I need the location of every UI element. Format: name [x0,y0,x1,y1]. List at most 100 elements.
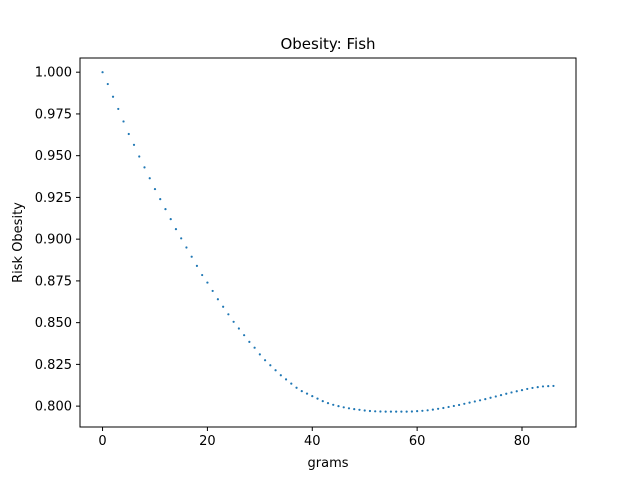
data-point [290,382,293,385]
x-axis-label: grams [308,456,349,471]
data-point [421,409,424,412]
data-point [284,378,288,381]
y-tick-label: 0.875 [35,274,72,289]
y-tick-label: 0.975 [35,107,72,122]
data-point [132,143,136,146]
data-point [111,95,115,98]
data-point [337,405,340,408]
y-tick-label: 0.900 [35,233,72,248]
data-point [473,400,476,403]
data-point [311,395,314,398]
x-tick-label: 80 [514,434,531,449]
data-point [211,289,214,293]
data-point [400,410,403,413]
data-point [457,403,461,407]
data-point [232,320,235,323]
data-point [190,255,193,258]
data-point [321,400,324,403]
y-tick-label: 1.000 [35,66,72,81]
data-point [416,410,419,413]
data-point [106,82,109,86]
data-point [122,120,125,123]
data-point [316,397,319,400]
data-point [342,406,345,409]
data-point [201,273,204,277]
data-point [326,402,330,405]
data-point [463,402,466,405]
data-point [363,409,366,412]
data-point [431,408,434,411]
data-point [410,410,413,413]
data-point [185,246,188,249]
data-point [174,228,178,231]
data-point [499,394,503,397]
data-point [353,408,356,411]
data-point [148,177,151,180]
data-point [468,401,471,404]
data-point [520,389,524,392]
data-point [368,409,372,413]
data-point [384,410,387,413]
data-point [248,340,251,343]
data-point [515,390,518,393]
data-point [263,359,267,362]
data-point [222,305,225,308]
data-point [143,166,146,169]
data-point [389,410,393,413]
y-tick-label: 0.825 [35,358,72,373]
data-point [447,405,450,409]
data-point [452,404,455,408]
data-points [101,71,555,413]
data-point [347,407,351,410]
data-point [484,398,487,401]
data-point [541,385,545,388]
chart-title: Obesity: Fish [280,35,375,53]
data-point [279,374,282,377]
data-point [180,237,183,240]
data-point [379,410,382,413]
data-point [526,387,529,391]
data-point [489,396,492,399]
data-point [332,403,335,406]
data-point [442,406,445,410]
data-point [295,386,298,389]
data-point [227,313,230,316]
data-point [510,391,513,394]
x-tick-label: 0 [98,434,106,449]
data-point [536,385,539,389]
data-point [405,410,408,413]
data-point [237,327,240,330]
data-point [127,132,130,136]
data-point [101,71,104,74]
data-point [117,107,120,111]
data-point [300,390,303,393]
x-axis-ticks: 0 20 40 60 80 [98,427,530,449]
data-point [374,410,377,413]
data-point [159,197,162,201]
y-axis-ticks: 0.800 0.825 0.850 0.875 0.900 0.925 0.950 0.975… [35,66,80,415]
data-point [269,364,272,367]
y-tick-label: 0.800 [35,400,72,415]
plot-frame [79,57,577,428]
data-point [206,281,209,284]
x-tick-label: 60 [409,434,426,449]
x-tick-label: 40 [304,434,321,449]
data-point [531,386,534,390]
data-point [305,392,309,395]
data-point [195,264,199,267]
data-point [494,395,497,398]
data-point [395,410,398,413]
data-point [253,346,256,349]
data-point [547,384,550,388]
data-point [164,208,167,211]
data-point [358,408,361,411]
y-tick-label: 0.950 [35,149,72,164]
data-point [552,384,555,388]
y-tick-label: 0.850 [35,316,72,331]
x-tick-label: 20 [199,434,216,449]
data-point [216,298,219,301]
data-point [243,334,246,337]
data-point [505,392,508,395]
